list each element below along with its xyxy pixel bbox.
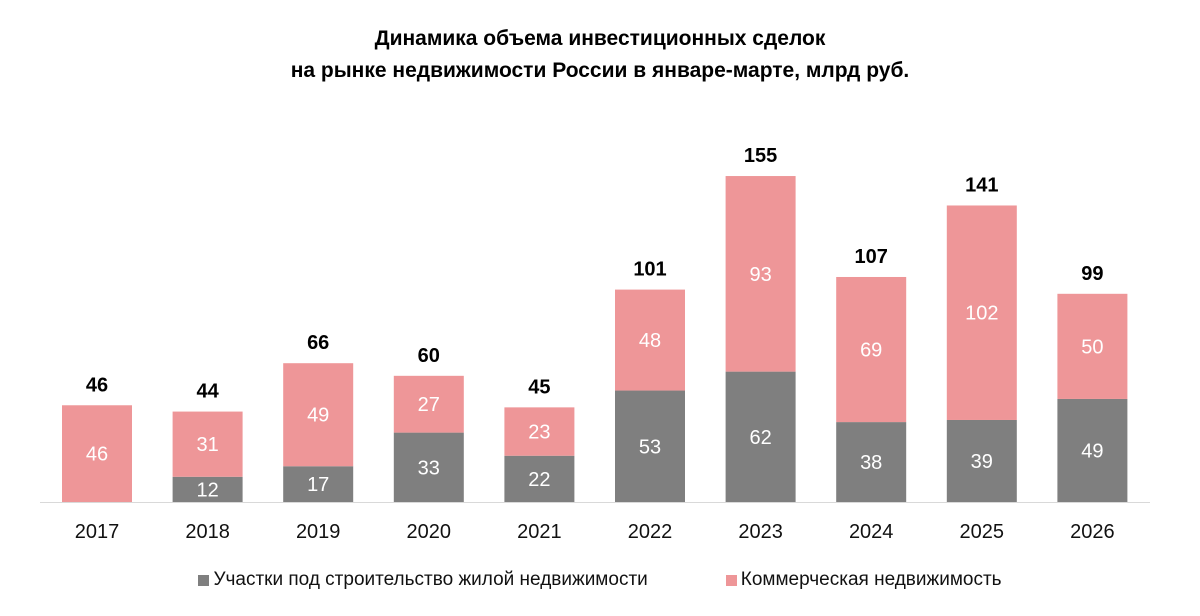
total-label-2021: 45 [528, 376, 550, 398]
x-tick-label-2020: 2020 [407, 521, 452, 543]
bar-segment-2019-land [283, 466, 354, 502]
bar-segment-2025-commercial [946, 205, 1017, 420]
x-tick-label-2023: 2023 [738, 521, 783, 543]
x-tick-label-2018: 2018 [185, 521, 230, 543]
legend-item-land: Участки под строительство жилой недвижим… [198, 569, 648, 591]
total-label-2024: 107 [855, 246, 888, 268]
bar-segment-2022-commercial [615, 289, 685, 391]
bar-segment-2024-commercial [836, 276, 907, 423]
total-label-2020: 60 [418, 345, 440, 367]
bar-segment-2025-land [946, 419, 1017, 502]
data-label-2019-commercial: 49 [307, 405, 329, 427]
data-label-2017-commercial: 46 [86, 444, 108, 466]
data-label-2020-commercial: 27 [418, 394, 440, 416]
data-label-2023-commercial: 93 [749, 264, 771, 286]
data-label-2018-land: 12 [196, 479, 218, 501]
total-label-2025: 141 [965, 174, 998, 196]
data-label-2026-land: 49 [1081, 440, 1103, 462]
bar-segment-2023-commercial [725, 176, 796, 372]
bar-segment-2018-commercial [172, 411, 243, 477]
chart-title-line-1: Динамика объема инвестиционных сделок [374, 27, 826, 50]
data-label-2021-commercial: 23 [528, 422, 550, 444]
x-tick-label-2022: 2022 [628, 521, 673, 543]
total-label-2018: 44 [196, 381, 219, 403]
data-label-2019-land: 17 [307, 474, 329, 496]
x-tick-label-2025: 2025 [960, 521, 1005, 543]
bar-segment-2026-land [1057, 398, 1128, 502]
bar-segment-2020-land [393, 432, 464, 502]
bar-segment-2023-land [725, 371, 796, 502]
bar-segment-2018-land [172, 476, 243, 502]
bar-segment-2022-land [615, 390, 685, 502]
legend: Участки под строительство жилой недвижим… [0, 569, 1200, 591]
data-label-2023-land: 62 [749, 427, 771, 449]
chart-title-line-2: на рынке недвижимости России в январе-ма… [290, 59, 910, 82]
bar-segment-2026-commercial [1057, 293, 1128, 399]
total-label-2023: 155 [744, 145, 777, 167]
total-label-2026: 99 [1081, 263, 1103, 285]
data-label-2018-commercial: 31 [196, 434, 218, 456]
x-tick-label-2017: 2017 [75, 521, 120, 543]
data-label-2022-land: 53 [639, 436, 661, 458]
bar-segment-2017-commercial [62, 405, 132, 502]
data-label-2020-land: 33 [418, 457, 440, 479]
data-label-2024-commercial: 69 [860, 340, 882, 362]
x-tick-label-2024: 2024 [849, 521, 894, 543]
data-label-2022-commercial: 48 [639, 330, 661, 352]
bar-segment-2021-commercial [504, 407, 575, 456]
bar-segment-2019-commercial [283, 363, 354, 467]
total-label-2017: 46 [86, 374, 108, 396]
total-label-2019: 66 [307, 332, 329, 354]
legend-swatch-land [198, 574, 210, 586]
data-label-2026-commercial: 50 [1081, 336, 1103, 358]
x-tick-label-2026: 2026 [1070, 521, 1115, 543]
bar-segment-2020-commercial [393, 375, 464, 433]
data-label-2025-land: 39 [971, 451, 993, 473]
x-tick-label-2019: 2019 [296, 521, 341, 543]
data-label-2021-land: 22 [528, 469, 550, 491]
legend-item-commercial: Коммерческая недвижимость [725, 569, 1002, 591]
legend-swatch-commercial [725, 574, 737, 586]
bar-segment-2021-land [504, 455, 575, 502]
legend-label-land: Участки под строительство жилой недвижим… [213, 569, 648, 590]
legend-label-commercial: Коммерческая недвижимость [740, 569, 1002, 590]
data-label-2024-land: 38 [860, 452, 882, 474]
bar-segment-2024-land [836, 422, 907, 502]
x-tick-label-2021: 2021 [517, 521, 562, 543]
data-label-2025-commercial: 102 [965, 303, 998, 325]
total-label-2022: 101 [633, 259, 666, 281]
